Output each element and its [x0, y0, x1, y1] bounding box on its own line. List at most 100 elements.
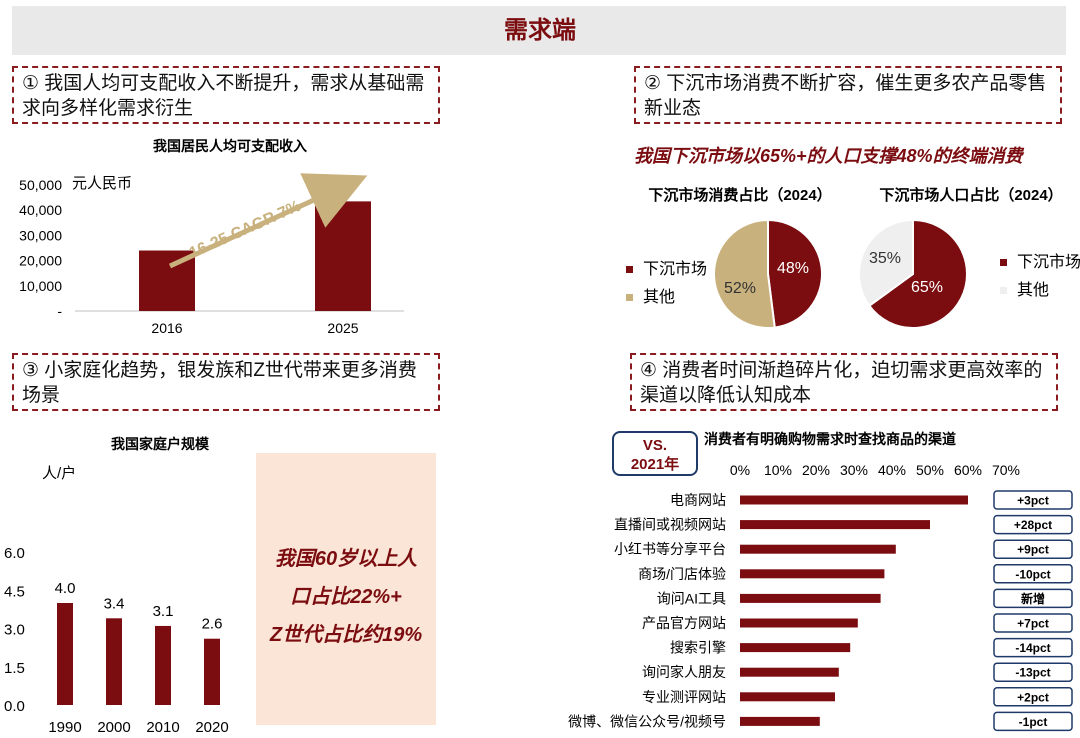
x-tick-label: 2016: [151, 320, 182, 336]
y-tick-label: 6.0: [4, 545, 25, 562]
cagr-label: 16-25 CAGR 7%: [187, 198, 304, 262]
change-label: -10pct: [1015, 567, 1050, 581]
income-unit: 元人民币: [72, 175, 133, 192]
pie1-title: 下沉市场消费占比（2024）: [648, 187, 832, 204]
x-tick-label: 0%: [730, 462, 750, 478]
bar: [204, 638, 220, 705]
x-tick-label: 60%: [954, 462, 982, 478]
x-tick-label: 30%: [840, 462, 868, 478]
y-tick-label: 4.5: [4, 583, 25, 600]
income-chart-title: 我国居民人均可支配收入: [153, 138, 307, 154]
data-label: 3.4: [104, 595, 125, 612]
bar: [740, 716, 820, 726]
pie-value-label: 65%: [911, 279, 943, 296]
bar: [740, 520, 930, 530]
x-tick-label: 2010: [146, 719, 179, 736]
callout-3: ③ 小家庭化趋势，银发族和Z世代带来更多消费场景: [12, 353, 440, 411]
household-chart-title: 我国家庭户规模: [111, 436, 209, 452]
pie-slice: [713, 218, 776, 329]
change-label: -13pct: [1015, 666, 1050, 680]
bar: [155, 625, 171, 705]
data-label: 4.0: [55, 580, 76, 597]
category-label: 商场/门店体验: [638, 566, 726, 582]
vs-2021-badge: VS. 2021年: [612, 431, 698, 476]
pie-slice: [858, 218, 914, 308]
bar: [740, 495, 968, 505]
x-tick-label: 2020: [195, 719, 228, 736]
x-tick-label: 2025: [327, 320, 358, 336]
change-badge: [993, 588, 1073, 609]
population-note-box: [256, 453, 436, 725]
legend-swatch: [626, 294, 633, 302]
bar: [740, 544, 896, 554]
category-label: 小红书等分享平台: [614, 541, 726, 557]
pie1-legend-item-1: 下沉市场: [626, 255, 707, 279]
category-label: 微博、微信公众号/视频号: [568, 713, 726, 729]
change-label: +3pct: [1017, 494, 1049, 508]
bar: [740, 569, 885, 579]
category-label: 电商网站: [670, 492, 726, 508]
cagr-arrow: [168, 173, 368, 269]
change-label: 新增: [1021, 591, 1045, 606]
section2-headline: 我国下沉市场以65%+的人口支撑48%的终端消费: [634, 146, 1023, 166]
change-label: -14pct: [1015, 641, 1050, 655]
pie-charts: 48% 52% 65% 35%: [713, 218, 968, 329]
pie2-title: 下沉市场人口占比（2024）: [879, 187, 1063, 204]
household-chart: 0.0 1.5 3.0 4.5 6.0 4.0 1990 3.4 2000 3.1 2010 2.6 2…: [4, 545, 229, 736]
category-label: 搜索引擎: [670, 640, 726, 656]
change-badge: [993, 490, 1073, 510]
change-badge: [993, 564, 1073, 584]
bar: [106, 618, 122, 705]
y-tick-label: 30,000: [19, 227, 62, 243]
y-tick-label: 0.0: [4, 698, 25, 715]
data-label: 2.6: [202, 616, 223, 633]
channels-chart-title: 消费者有明确购物需求时查找商品的渠道: [704, 431, 956, 447]
page-title: 需求端: [504, 17, 576, 44]
pie1-legend-item-2: 其他: [626, 283, 675, 307]
change-badge: [993, 539, 1073, 559]
category-label: 询问AI工具: [657, 590, 726, 606]
y-tick-label: 40,000: [19, 202, 62, 218]
channels-chart: 0% 10% 20% 30% 40% 50% 60% 70% 电商网站 +3pct 直播间或视频网站…: [568, 462, 1073, 732]
y-tick-label: 50,000: [19, 177, 62, 193]
change-label: +9pct: [1017, 543, 1049, 557]
bar: [740, 643, 851, 653]
y-tick-label: 3.0: [4, 622, 25, 639]
bar: [740, 618, 858, 628]
change-badge: [993, 711, 1073, 732]
bar: [740, 692, 835, 702]
bar: [740, 593, 881, 603]
household-unit: 人/户: [42, 465, 77, 482]
change-badge: [993, 662, 1073, 682]
y-tick-label: 1.5: [4, 660, 25, 677]
x-tick-label: 20%: [802, 462, 830, 478]
change-badge: [993, 637, 1073, 658]
category-label: 专业测评网站: [642, 689, 726, 705]
pie-value-label: 48%: [777, 260, 809, 277]
change-label: -1pct: [1019, 715, 1048, 729]
data-label: 3.1: [153, 603, 174, 620]
income-chart: - 10,000 20,000 30,000 40,000 50,000 2016 2025 1…: [19, 173, 404, 336]
x-tick-label: 40%: [878, 462, 906, 478]
change-badge: [993, 514, 1073, 535]
legend-swatch: [1000, 287, 1007, 295]
change-label: +7pct: [1017, 617, 1049, 631]
change-label: +28pct: [1014, 518, 1052, 532]
category-label: 直播间或视频网站: [614, 517, 726, 533]
x-tick-label: 2000: [97, 719, 130, 736]
x-tick-label: 10%: [764, 462, 792, 478]
change-label: +2pct: [1017, 690, 1049, 704]
y-tick-label: 10,000: [19, 278, 62, 294]
legend-swatch: [626, 266, 633, 274]
category-label: 询问家人朋友: [642, 664, 726, 680]
population-note: 我国60岁以上人 口占比22%+ Z世代占比约19%: [269, 548, 423, 646]
bar: [57, 603, 73, 705]
change-badge: [993, 687, 1073, 707]
bar: [740, 667, 839, 677]
header-banner: [12, 6, 1066, 55]
x-tick-label: 50%: [916, 462, 944, 478]
change-badge: [993, 613, 1073, 633]
pie2-legend-item-1: 下沉市场: [1000, 248, 1080, 272]
x-tick-label: 70%: [992, 462, 1020, 478]
pie-value-label: 35%: [869, 250, 901, 267]
